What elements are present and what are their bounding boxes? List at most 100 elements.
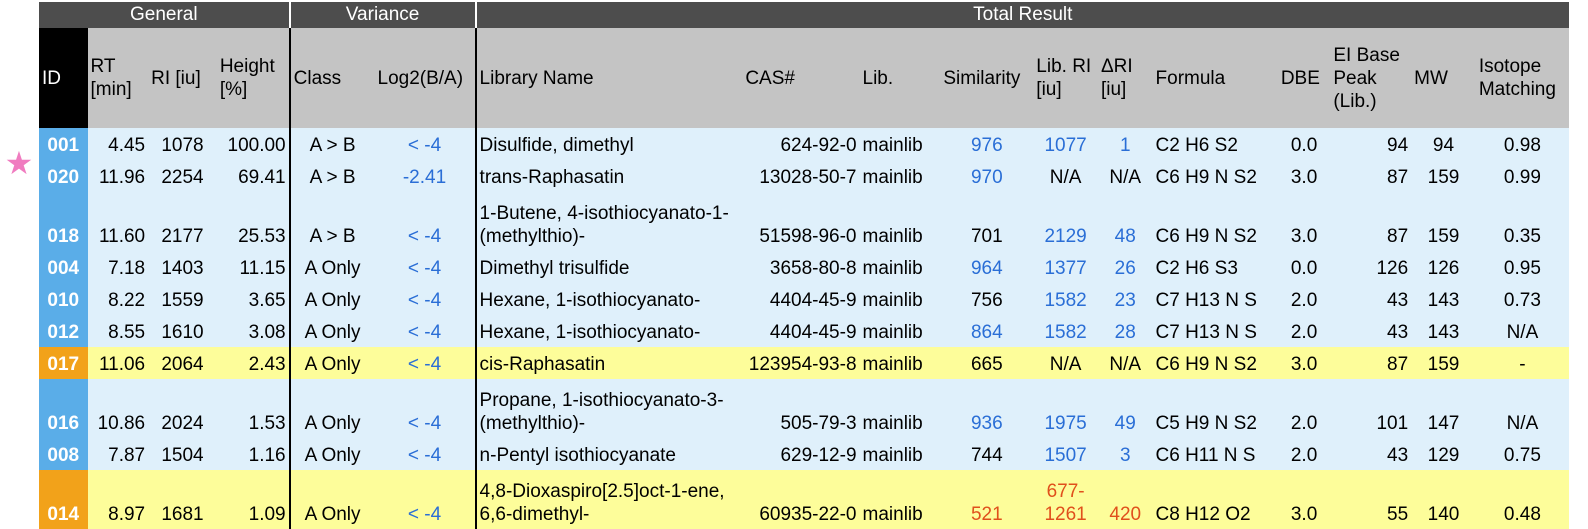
row-id: 018 bbox=[39, 192, 88, 251]
cell-ri: 2024 bbox=[148, 379, 217, 438]
row-id: 016 bbox=[39, 379, 88, 438]
cell-rt: 11.60 bbox=[87, 192, 149, 251]
cell-dbe: 3.0 bbox=[1277, 470, 1331, 529]
cell-formula: C2 H6 S2 bbox=[1152, 128, 1278, 160]
table-row[interactable]: 012 8.55 1610 3.08 A Only < -4 Hexane, 1… bbox=[39, 315, 1569, 347]
table-row[interactable]: 010 8.22 1559 3.65 A Only < -4 Hexane, 1… bbox=[39, 283, 1569, 315]
cell-log2: < -4 bbox=[374, 315, 476, 347]
cell-lib: mainlib bbox=[859, 315, 941, 347]
col-rt[interactable]: RT [min] bbox=[87, 28, 149, 128]
table-row[interactable]: 017 11.06 2064 2.43 A Only < -4 cis-Raph… bbox=[39, 347, 1569, 379]
cell-ri: 2064 bbox=[148, 347, 217, 379]
col-library-name[interactable]: Library Name bbox=[474, 28, 743, 128]
cell-class: A > B bbox=[288, 192, 375, 251]
cell-cas: 13028-50-7 bbox=[742, 160, 860, 192]
cell-ei-base-peak: 126 bbox=[1330, 251, 1412, 283]
group-total-result: Total Result bbox=[474, 2, 1569, 28]
table-row[interactable]: 016 10.86 2024 1.53 A Only < -4 Propane,… bbox=[39, 379, 1569, 438]
col-lib[interactable]: Lib. bbox=[859, 28, 941, 128]
cell-dbe: 0.0 bbox=[1277, 128, 1331, 160]
cell-library-name: trans-Raphasatin bbox=[474, 160, 743, 192]
cell-cas: 629-12-9 bbox=[742, 438, 860, 470]
col-cas[interactable]: CAS# bbox=[742, 28, 860, 128]
col-log2[interactable]: Log2(B/A) bbox=[374, 28, 476, 128]
column-header-row: ID RT [min] RI [iu] Height [%] Class Log… bbox=[39, 28, 1569, 128]
cell-library-name: 4,8-Dioxaspiro[2.5]oct-1-ene, 6,6-dimeth… bbox=[474, 470, 743, 529]
cell-isotope-matching: N/A bbox=[1475, 379, 1569, 438]
cell-dbe: 2.0 bbox=[1277, 379, 1331, 438]
cell-cas: 60935-22-0 bbox=[742, 470, 860, 529]
col-ri[interactable]: RI [iu] bbox=[148, 28, 217, 128]
group-general: General bbox=[39, 2, 290, 28]
cell-ri: 1504 bbox=[148, 438, 217, 470]
cell-ei-base-peak: 87 bbox=[1330, 347, 1412, 379]
cell-delta-ri: N/A bbox=[1097, 347, 1153, 379]
cell-similarity: 756 bbox=[940, 283, 1034, 315]
group-header-row: General Variance Total Result bbox=[39, 2, 1569, 28]
cell-ri: 2254 bbox=[148, 160, 217, 192]
cell-lib-ri: N/A bbox=[1033, 347, 1098, 379]
cell-class: A Only bbox=[288, 379, 375, 438]
cell-library-name: Hexane, 1-isothiocyanato- bbox=[474, 283, 743, 315]
group-variance: Variance bbox=[288, 2, 476, 28]
col-class[interactable]: Class bbox=[288, 28, 375, 128]
cell-formula: C5 H9 N S2 bbox=[1152, 379, 1278, 438]
cell-isotope-matching: 0.75 bbox=[1475, 438, 1569, 470]
cell-log2: < -4 bbox=[374, 470, 476, 529]
cell-lib-ri: 2129 bbox=[1033, 192, 1098, 251]
cell-similarity: 976 bbox=[940, 128, 1034, 160]
cell-class: A Only bbox=[288, 347, 375, 379]
cell-rt: 11.06 bbox=[87, 347, 149, 379]
cell-ei-base-peak: 43 bbox=[1330, 315, 1412, 347]
cell-cas: 624-92-0 bbox=[742, 128, 860, 160]
table-row[interactable]: 018 11.60 2177 25.53 A > B < -4 1-Butene… bbox=[39, 192, 1569, 251]
star-marker-icon: ★ bbox=[4, 145, 34, 181]
cell-cas: 3658-80-8 bbox=[742, 251, 860, 283]
cell-class: A > B bbox=[288, 128, 375, 160]
cell-lib: mainlib bbox=[859, 160, 941, 192]
cell-rt: 7.87 bbox=[87, 438, 149, 470]
cell-class: A Only bbox=[288, 470, 375, 529]
table-row[interactable]: 020 11.96 2254 69.41 A > B -2.41 trans-R… bbox=[39, 160, 1569, 192]
table-row[interactable]: 014 8.97 1681 1.09 A Only < -4 4,8-Dioxa… bbox=[39, 470, 1569, 529]
table-row[interactable]: 004 7.18 1403 11.15 A Only < -4 Dimethyl… bbox=[39, 251, 1569, 283]
cell-height: 3.65 bbox=[216, 283, 290, 315]
col-similarity[interactable]: Similarity bbox=[940, 28, 1034, 128]
table-row[interactable]: 008 7.87 1504 1.16 A Only < -4 n-Pentyl … bbox=[39, 438, 1569, 470]
table-row[interactable]: 001 4.45 1078 100.00 A > B < -4 Disulfid… bbox=[39, 128, 1569, 160]
col-id[interactable]: ID bbox=[39, 28, 88, 128]
cell-ei-base-peak: 43 bbox=[1330, 438, 1412, 470]
cell-delta-ri: 1 bbox=[1097, 128, 1153, 160]
col-isotope-matching[interactable]: Isotope Matching bbox=[1475, 28, 1569, 128]
results-table: General Variance Total Result ID RT [min… bbox=[39, 2, 1569, 529]
cell-log2: -2.41 bbox=[374, 160, 476, 192]
cell-lib-ri: 1975 bbox=[1033, 379, 1098, 438]
col-delta-ri[interactable]: ΔRI [iu] bbox=[1097, 28, 1153, 128]
cell-log2: < -4 bbox=[374, 347, 476, 379]
col-formula[interactable]: Formula bbox=[1152, 28, 1278, 128]
cell-lib: mainlib bbox=[859, 251, 941, 283]
cell-similarity: 864 bbox=[940, 315, 1034, 347]
cell-formula: C6 H9 N S2 bbox=[1152, 347, 1278, 379]
col-height[interactable]: Height [%] bbox=[216, 28, 290, 128]
cell-mw: 140 bbox=[1411, 470, 1476, 529]
cell-dbe: 3.0 bbox=[1277, 347, 1331, 379]
cell-library-name: Dimethyl trisulfide bbox=[474, 251, 743, 283]
col-dbe[interactable]: DBE bbox=[1277, 28, 1331, 128]
cell-isotope-matching: 0.99 bbox=[1475, 160, 1569, 192]
col-lib-ri[interactable]: Lib. RI [iu] bbox=[1033, 28, 1098, 128]
col-ei-base-peak[interactable]: EI Base Peak (Lib.) bbox=[1330, 28, 1412, 128]
cell-dbe: 0.0 bbox=[1277, 251, 1331, 283]
cell-isotope-matching: 0.48 bbox=[1475, 470, 1569, 529]
cell-log2: < -4 bbox=[374, 379, 476, 438]
cell-library-name: Disulfide, dimethyl bbox=[474, 128, 743, 160]
cell-similarity: 936 bbox=[940, 379, 1034, 438]
cell-class: A Only bbox=[288, 315, 375, 347]
cell-lib-ri: 1507 bbox=[1033, 438, 1098, 470]
cell-class: A Only bbox=[288, 251, 375, 283]
cell-ei-base-peak: 43 bbox=[1330, 283, 1412, 315]
col-mw[interactable]: MW bbox=[1411, 28, 1476, 128]
cell-formula: C6 H11 N S bbox=[1152, 438, 1278, 470]
cell-isotope-matching: 0.98 bbox=[1475, 128, 1569, 160]
cell-similarity: 964 bbox=[940, 251, 1034, 283]
